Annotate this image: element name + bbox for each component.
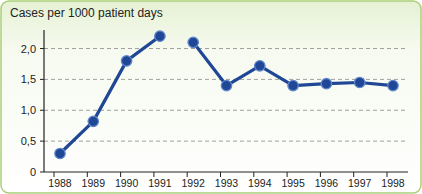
x-tick-label: 1990	[115, 177, 139, 189]
x-tick-label: 1994	[248, 177, 272, 189]
grid-line	[44, 141, 408, 142]
y-tick-label: 1,0	[21, 104, 36, 116]
y-tick-label: 2,0	[21, 43, 36, 55]
data-point	[121, 56, 131, 66]
x-axis: 1988 1989 1990 1991 1992 1993 1994 1995 1996 1997…	[48, 172, 405, 189]
y-axis: 0 0,5 1,0 1,5 2,0	[21, 43, 408, 178]
x-tick-label: 1988	[48, 177, 72, 189]
x-tick-label: 1997	[348, 177, 372, 189]
data-point	[221, 80, 231, 90]
y-tick-label: 1,5	[21, 73, 36, 85]
data-point	[55, 148, 65, 158]
y-axis-line	[43, 30, 44, 172]
x-tick-label: 1998	[381, 177, 405, 189]
x-tick-label: 1991	[148, 177, 172, 189]
plot-data	[55, 31, 398, 159]
x-tick-label: 1993	[215, 177, 239, 189]
data-point	[188, 37, 198, 47]
x-tick-label: 1996	[315, 177, 339, 189]
grid-line	[44, 48, 408, 49]
y-tick-label: 0,5	[21, 135, 36, 147]
chart-svg: Cases per 1000 patient days 0 0,5 1,0 1,5 2,0…	[0, 0, 422, 194]
x-tick-label: 1989	[82, 177, 106, 189]
x-tick-label: 1995	[281, 177, 305, 189]
chart-title: Cases per 1000 patient days	[10, 6, 163, 20]
frame	[1, 1, 421, 193]
chart-container: Cases per 1000 patient days 0 0,5 1,0 1,5 2,0…	[0, 0, 422, 194]
data-point	[155, 31, 165, 41]
data-point	[355, 77, 365, 87]
series-line	[60, 36, 160, 153]
data-point	[88, 116, 98, 126]
data-point	[321, 79, 331, 89]
y-tick-label: 0	[30, 166, 36, 178]
data-point	[288, 80, 298, 90]
x-tick-label: 1992	[182, 177, 206, 189]
data-point	[255, 61, 265, 71]
data-point	[388, 80, 398, 90]
